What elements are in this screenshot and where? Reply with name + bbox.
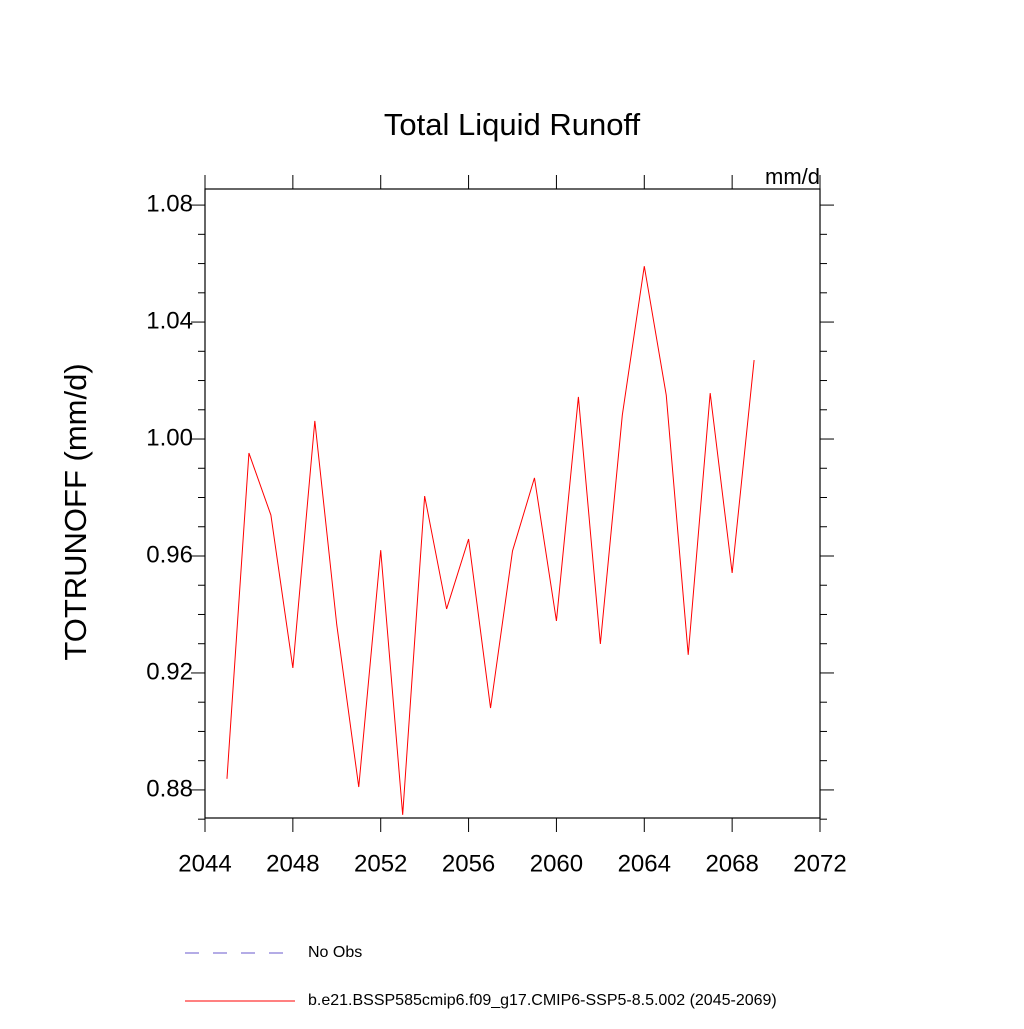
x-tick-label: 2060 — [530, 850, 583, 877]
y-tick-label: 1.04 — [146, 307, 193, 334]
data-line — [226, 266, 755, 815]
x-tick-label: 2048 — [266, 850, 319, 877]
y-axis-label: TOTRUNOFF (mm/d) — [58, 363, 93, 660]
plot-frame — [204, 188, 821, 819]
legend-label: b.e21.BSSP585cmip6.f09_g17.CMIP6-SSP5-8.… — [308, 992, 777, 1009]
y-tick-label: 0.92 — [146, 658, 193, 685]
y-tick-label: 0.88 — [146, 775, 193, 802]
y-tick-label: 1.08 — [146, 190, 193, 217]
x-tick-label: 2052 — [354, 850, 407, 877]
chart-title: Total Liquid Runoff — [384, 107, 641, 142]
legend-label: No Obs — [308, 944, 362, 961]
units-label: mm/d — [765, 164, 820, 189]
y-tick-label: 1.00 — [146, 424, 193, 451]
y-tick-label: 0.96 — [146, 541, 193, 568]
x-tick-label: 2056 — [442, 850, 495, 877]
x-tick-label: 2044 — [178, 850, 231, 877]
x-tick-label: 2064 — [618, 850, 671, 877]
x-tick-label: 2068 — [705, 850, 758, 877]
x-tick-label: 2072 — [793, 850, 846, 877]
